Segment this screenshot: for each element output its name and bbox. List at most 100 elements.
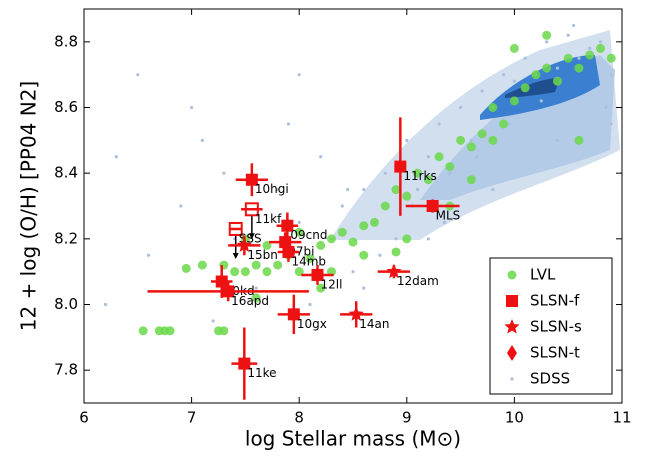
sdss-point xyxy=(405,138,409,142)
point-label: MLS xyxy=(436,209,461,223)
upper-limit-arrowhead xyxy=(248,233,255,240)
sdss-point xyxy=(475,155,479,159)
sdss-point xyxy=(555,66,560,70)
sdss-point xyxy=(539,99,543,103)
slsn-f-point xyxy=(244,202,259,217)
sdss-point xyxy=(308,302,312,307)
slsn-f-point xyxy=(394,160,407,173)
sdss-point xyxy=(211,319,215,323)
lvl-point xyxy=(434,152,444,162)
point-label: 15bn xyxy=(247,248,278,262)
slsn-s-point xyxy=(236,237,252,252)
lvl-point xyxy=(552,76,562,86)
lvl-point xyxy=(402,234,412,244)
sdss-point xyxy=(362,286,366,290)
lvl-point xyxy=(316,240,326,250)
y-axis-label: 12 + log (O/H) [PP04 N2] xyxy=(17,81,41,331)
sdss-point xyxy=(383,171,387,175)
slsn-s-point xyxy=(386,263,402,279)
sdss-point xyxy=(507,122,511,126)
legend-label: LVL xyxy=(530,266,556,284)
lvl-point xyxy=(380,201,390,211)
sdss-point xyxy=(179,204,183,208)
lvl-point xyxy=(477,129,487,139)
sdss-point xyxy=(200,138,204,142)
lvl-point xyxy=(509,43,519,53)
legend-label: SDSS xyxy=(530,370,570,388)
lvl-point xyxy=(466,175,476,185)
point-label: 12ll xyxy=(320,277,342,291)
legend: LVL SLSN-f SLSN-s SLSN-t SDSS xyxy=(504,266,582,388)
slsn-f-point xyxy=(311,268,324,281)
lvl-point xyxy=(359,250,369,260)
point-label: 10gx xyxy=(297,317,327,331)
sdss-point xyxy=(510,377,514,381)
sdss-point xyxy=(577,56,581,60)
lvl-point xyxy=(466,142,476,152)
sdss-point xyxy=(146,253,151,257)
lvl-point xyxy=(251,260,261,270)
y-tick-label: 8.2 xyxy=(54,229,78,247)
lvl-point xyxy=(402,191,412,201)
sdss-point xyxy=(426,155,430,159)
sdss-point xyxy=(437,122,441,126)
x-tick-label: 8 xyxy=(294,409,304,427)
lvl-point xyxy=(531,70,541,80)
sdss-point xyxy=(491,187,495,192)
legend-label: SLSN-f xyxy=(530,292,580,310)
slsn-f-point xyxy=(222,285,235,298)
y-tick-label: 8.6 xyxy=(54,98,78,116)
sdss-point xyxy=(442,220,447,225)
sdss-point xyxy=(378,253,382,257)
x-tick-label: 10 xyxy=(505,409,524,427)
sdss-point xyxy=(604,105,608,110)
sdss-point xyxy=(297,220,301,225)
sdss-point xyxy=(609,122,613,126)
lvl-point xyxy=(542,63,552,73)
sdss-point xyxy=(469,138,473,142)
lvl-point xyxy=(359,221,369,231)
point-label: 12dam xyxy=(397,274,439,288)
point-label: 11rks xyxy=(403,169,436,183)
lvl-point xyxy=(413,168,423,178)
lvl-point xyxy=(273,260,283,270)
sdss-density xyxy=(330,30,620,240)
sdss-point xyxy=(566,33,570,37)
point-label: 10hgi xyxy=(255,182,289,196)
slsn-f-point xyxy=(287,308,300,321)
sdss-point xyxy=(297,73,301,77)
point-label: 11kf xyxy=(255,212,282,226)
legend-label: SLSN-s xyxy=(530,318,582,336)
sdss-point xyxy=(502,73,506,77)
plot-frame xyxy=(83,8,623,404)
lvl-point xyxy=(574,63,584,73)
lvl-point xyxy=(326,234,336,244)
lvl-point xyxy=(391,247,401,257)
point-label: 14mb xyxy=(291,254,326,268)
y-tick-label: 7.8 xyxy=(54,361,78,379)
slsn-f-point xyxy=(506,295,518,307)
lvl-point xyxy=(542,30,552,40)
lvl-point xyxy=(262,267,272,277)
point-label: 16apd xyxy=(231,294,269,308)
sdss-point xyxy=(426,237,430,241)
lvl-point xyxy=(138,326,148,336)
lvl-point xyxy=(445,162,455,172)
slsn-f-point xyxy=(238,357,251,370)
lvl-point xyxy=(181,263,191,273)
sdss-point xyxy=(351,270,355,274)
lvl-point xyxy=(488,103,498,112)
lvl-point xyxy=(251,293,261,303)
sdss-point xyxy=(136,73,140,77)
y-tick-label: 8.4 xyxy=(54,164,78,182)
lvl-point xyxy=(563,53,573,63)
slsn-f-point xyxy=(245,173,258,186)
slsn-f-point xyxy=(228,221,243,236)
lvl-point xyxy=(337,227,347,237)
lvl-point xyxy=(197,260,207,270)
lvl-point xyxy=(305,254,315,264)
lvl-point xyxy=(370,217,380,227)
sdss-point xyxy=(319,155,323,159)
sdss-point xyxy=(415,187,420,192)
lvl-point xyxy=(219,326,229,336)
